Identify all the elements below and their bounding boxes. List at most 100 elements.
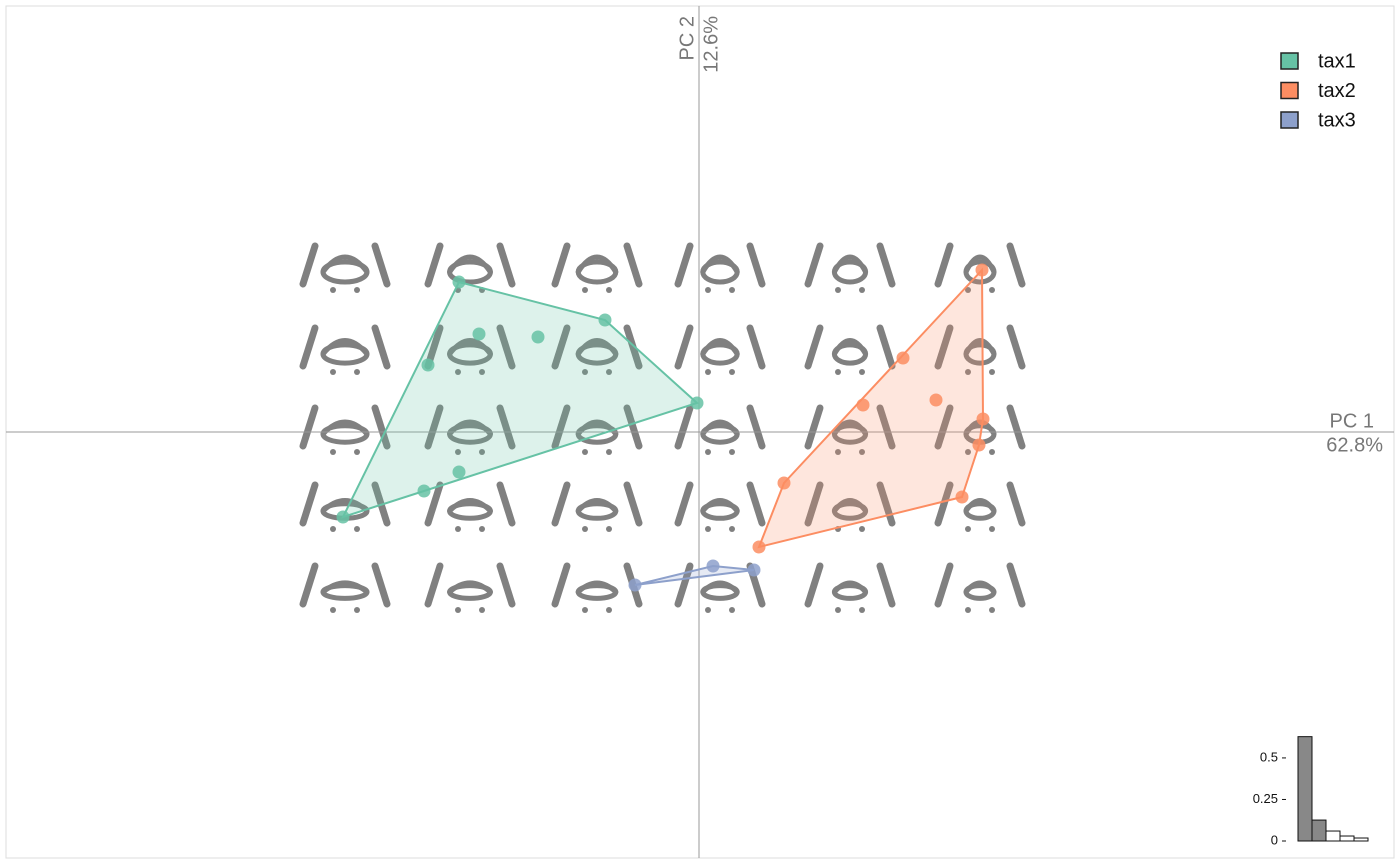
point <box>955 490 969 504</box>
point <box>421 358 435 372</box>
point <box>976 412 990 426</box>
point <box>628 578 642 592</box>
shape-stroke <box>496 242 516 288</box>
shape-dot <box>705 449 711 455</box>
point <box>929 393 943 407</box>
shape-stroke <box>804 562 824 608</box>
scree-tick-label: 0.25 <box>1253 791 1278 806</box>
shape-stroke <box>1006 562 1026 608</box>
point <box>747 563 761 577</box>
shape-dot <box>330 607 336 613</box>
shape-dot <box>859 607 865 613</box>
scree-tick-label: 0 <box>1271 832 1278 847</box>
shape-ellipse <box>831 423 869 445</box>
shape-dot <box>330 449 336 455</box>
shape-stroke <box>934 562 954 608</box>
shape-ellipse <box>700 342 740 366</box>
shape-dot <box>455 369 461 375</box>
shape-dot <box>330 369 336 375</box>
shape-ellipse <box>320 583 370 601</box>
legend-label: tax3 <box>1318 109 1356 131</box>
shape-dot <box>354 287 360 293</box>
scree-bar <box>1297 736 1313 842</box>
shape-stroke <box>876 562 896 608</box>
shape-stroke <box>371 242 391 288</box>
shape-stroke <box>876 242 896 288</box>
point <box>856 398 870 412</box>
scree-tick-label: 0.5 <box>1260 749 1278 764</box>
legend-swatch <box>1280 81 1299 100</box>
shape-dot <box>705 526 711 532</box>
shape-ellipse <box>700 259 740 285</box>
legend-swatch <box>1280 111 1299 129</box>
shape-dot <box>989 449 995 455</box>
shape-dot <box>582 369 588 375</box>
shape-dot <box>582 607 588 613</box>
shape-stroke <box>804 481 824 527</box>
shape-stroke <box>804 324 824 370</box>
shape-dot <box>965 607 971 613</box>
shape-stroke <box>299 404 319 450</box>
shape-stroke <box>1006 404 1026 450</box>
shape-dot <box>989 607 995 613</box>
shape-ellipse <box>963 501 997 521</box>
shape-ellipse <box>447 501 493 521</box>
shape-dot <box>965 369 971 375</box>
shape-stroke <box>299 242 319 288</box>
shape-stroke <box>551 324 571 370</box>
shape-stroke <box>746 481 766 527</box>
shape-dot <box>965 449 971 455</box>
shape-dot <box>859 526 865 532</box>
shape-stroke <box>496 481 516 527</box>
shape-stroke <box>674 404 694 450</box>
shape-stroke <box>623 404 643 450</box>
shape-dot <box>965 287 971 293</box>
shape-stroke <box>746 404 766 450</box>
shape-ellipse <box>963 259 997 285</box>
shape-stroke <box>674 242 694 288</box>
shape-stroke <box>623 242 643 288</box>
shape-stroke <box>299 562 319 608</box>
shape-ellipse <box>447 423 493 445</box>
shape-dot <box>606 526 612 532</box>
shape-dot <box>705 369 711 375</box>
shape-ellipse <box>700 501 740 521</box>
shape-stroke <box>1006 242 1026 288</box>
shape-stroke <box>934 242 954 288</box>
hull <box>634 564 755 586</box>
scree-bar <box>1353 837 1369 842</box>
shape-dot <box>835 449 841 455</box>
shape-dot <box>582 526 588 532</box>
legend-label: tax1 <box>1318 50 1356 72</box>
shape-dot <box>859 369 865 375</box>
shape-ellipse <box>575 259 619 285</box>
point <box>472 327 486 341</box>
point <box>975 263 989 277</box>
shape-dot <box>989 369 995 375</box>
shape-stroke <box>424 481 444 527</box>
shape-dot <box>859 287 865 293</box>
shape-stroke <box>551 404 571 450</box>
shape-stroke <box>371 324 391 370</box>
shape-dot <box>479 607 485 613</box>
shape-dot <box>989 526 995 532</box>
shape-dot <box>729 369 735 375</box>
shape-dot <box>606 287 612 293</box>
shape-stroke <box>674 324 694 370</box>
shape-stroke <box>674 481 694 527</box>
shape-dot <box>705 287 711 293</box>
shape-dot <box>965 526 971 532</box>
point <box>598 313 612 327</box>
shape-dot <box>479 526 485 532</box>
shape-ellipse <box>447 342 493 366</box>
shape-ellipse <box>700 423 740 445</box>
shape-dot <box>729 607 735 613</box>
shape-stroke <box>934 404 954 450</box>
y-axis-label-sub: 12.6% <box>700 16 722 73</box>
legend-swatch <box>1280 52 1299 70</box>
shape-ellipse <box>700 583 740 601</box>
shape-ellipse <box>575 583 619 601</box>
shape-dot <box>582 449 588 455</box>
shape-dot <box>582 287 588 293</box>
